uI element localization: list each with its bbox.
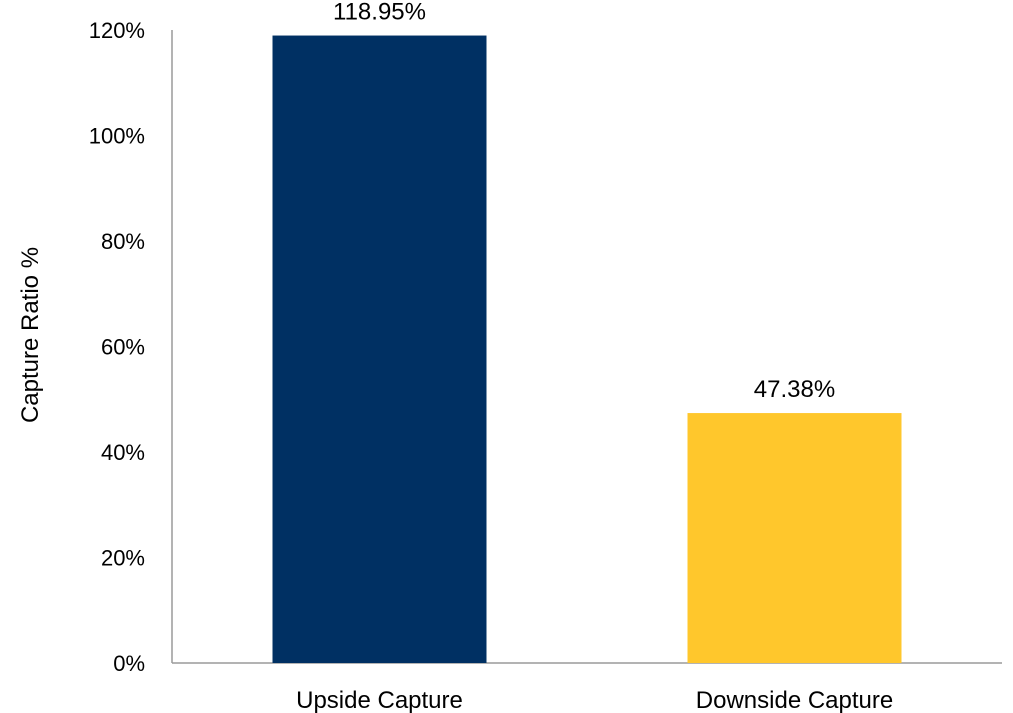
y-tick-label: 0% <box>113 651 145 676</box>
y-tick-label: 20% <box>101 546 145 571</box>
bar <box>272 35 487 663</box>
y-tick-label: 80% <box>101 229 145 254</box>
x-category-labels: Upside Capture Downside Capture <box>296 687 893 713</box>
x-category-label: Upside Capture <box>296 687 463 713</box>
data-labels: 118.95% 47.38% <box>333 0 835 403</box>
y-tick-label: 120% <box>89 18 145 43</box>
y-tick-label: 100% <box>89 124 145 149</box>
data-label: 47.38% <box>754 376 835 403</box>
y-tick-labels: 0% 20% 40% 60% 80% 100% 120% <box>89 18 145 676</box>
data-label: 118.95% <box>333 0 426 26</box>
bars <box>272 35 902 663</box>
y-tick-label: 60% <box>101 335 145 360</box>
y-axis-title: Capture Ratio % <box>17 247 44 423</box>
bar <box>687 413 902 663</box>
y-tick-label: 40% <box>101 440 145 465</box>
x-category-label: Downside Capture <box>696 687 893 713</box>
